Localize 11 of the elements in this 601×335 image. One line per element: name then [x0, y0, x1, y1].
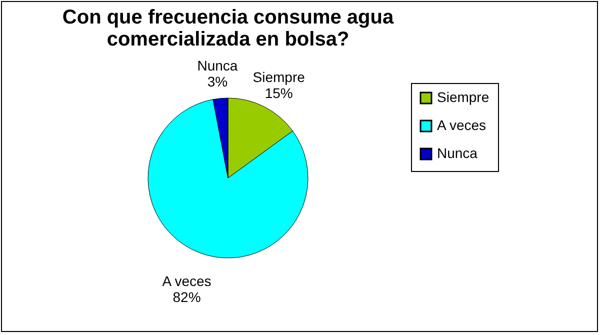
legend-label: Siempre [437, 89, 490, 105]
legend-label: A veces [437, 117, 486, 133]
data-label: 3% [207, 73, 228, 90]
chart-title: Con que frecuencia consume agua comercializada en bolsa? [62, 6, 394, 50]
legend-label: Nunca [437, 145, 478, 161]
data-label: 15% [264, 85, 293, 102]
slice-label: Nunca [197, 57, 238, 74]
data-label: 82% [172, 289, 201, 306]
pie-slice [148, 99, 308, 258]
slice-label: A veces [162, 273, 212, 290]
slice-label: Siempre [252, 69, 306, 86]
